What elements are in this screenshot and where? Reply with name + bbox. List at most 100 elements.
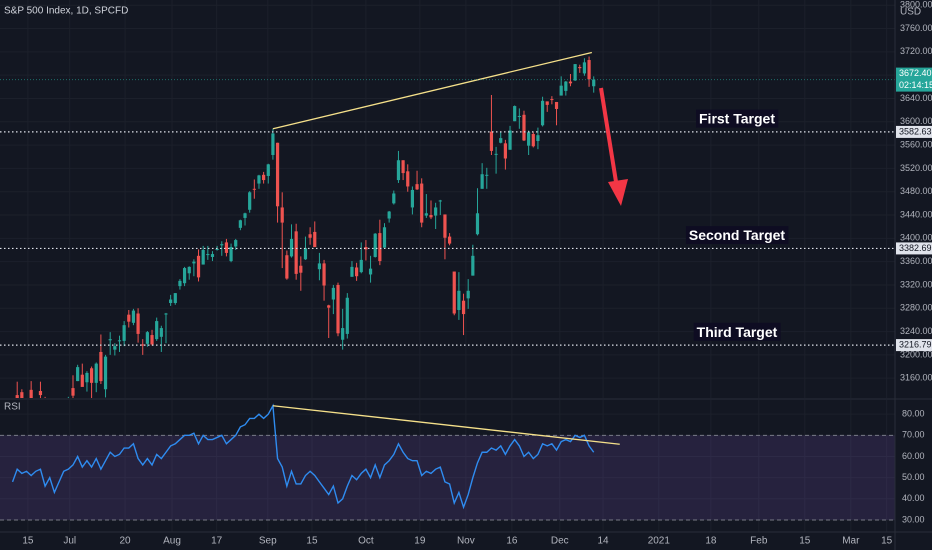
candle-body (359, 259, 363, 273)
candle-body (499, 138, 503, 143)
candle-body (438, 200, 442, 202)
y-tick-label: 3720.00 (900, 46, 932, 56)
candle-body (452, 271, 456, 314)
candle-body (373, 233, 377, 257)
y-tick-label: 3560.00 (900, 139, 932, 149)
candle-body (387, 211, 391, 219)
rsi-tick-label: 80.00 (902, 409, 925, 419)
candle-body (503, 143, 507, 159)
candle-body (573, 64, 577, 81)
candle-body (192, 261, 196, 264)
grid (0, 0, 895, 532)
candle-body (187, 266, 191, 274)
candle-body (392, 193, 396, 204)
rsi-tick-label: 60.00 (902, 451, 925, 461)
candle-body (434, 207, 438, 216)
candle-body (336, 284, 340, 334)
candle-body (466, 290, 470, 299)
candle-body (201, 249, 205, 265)
candle-body (20, 392, 24, 398)
y-tick-label: 3160.00 (900, 373, 932, 383)
candle-body (550, 99, 554, 101)
y-tick-label: 3400.00 (900, 233, 932, 243)
x-tick-label: 15 (22, 536, 34, 547)
y-tick-label: 3240.00 (900, 326, 932, 336)
candle-body (475, 213, 480, 235)
candle-body (564, 81, 568, 91)
candle-body (173, 293, 177, 304)
candle-body (396, 160, 401, 181)
candle-body (71, 388, 75, 396)
candle-body (443, 214, 447, 238)
candle-body (38, 391, 43, 396)
x-tick-label: 17 (211, 536, 223, 547)
candle-body (145, 332, 149, 344)
candle-body (513, 106, 517, 122)
candle-body (210, 254, 215, 257)
candle-body (113, 346, 117, 350)
candle-body (341, 328, 345, 340)
candle-body (587, 60, 591, 80)
target-price-badge (896, 125, 932, 138)
candle-body (480, 174, 484, 189)
candle-body (364, 247, 368, 250)
candle-body (308, 234, 312, 238)
x-tick-label: 14 (597, 536, 609, 547)
candle-body (578, 67, 582, 69)
candle-body (313, 231, 317, 248)
x-tick-label: 15 (881, 536, 893, 547)
candle-body (378, 233, 382, 262)
candle-body (545, 101, 549, 105)
candle-body (271, 133, 275, 156)
candle-body (382, 227, 387, 248)
candle-body (229, 247, 233, 262)
rsi-band (0, 435, 895, 520)
target-price-badge (896, 242, 932, 255)
candle-body (289, 238, 294, 257)
candle-body (155, 321, 159, 340)
candle-body (517, 115, 521, 117)
x-tick-label: 15 (799, 536, 811, 547)
chart-title: S&P 500 Index, 1D, SPCFD (4, 6, 128, 17)
x-tick-label: 19 (414, 536, 426, 547)
candle-body (494, 153, 498, 155)
candle-body (350, 266, 354, 277)
x-tick-label: 16 (506, 536, 518, 547)
target-price: 3582.63 (899, 126, 932, 136)
target-label-bg (693, 322, 781, 341)
candle-body (410, 189, 414, 208)
candle-body (331, 287, 335, 300)
candle-body (540, 100, 545, 126)
y-tick-label: 3200.00 (900, 349, 932, 359)
candle-body (420, 183, 424, 223)
candle-body (559, 85, 563, 96)
candle-body (178, 280, 182, 287)
rsi-tick-label: 40.00 (902, 493, 925, 503)
candle-body (136, 313, 140, 334)
candle-body (527, 132, 531, 146)
candle-body (401, 160, 405, 174)
arrow-head (608, 179, 628, 206)
candle-body (536, 135, 540, 142)
candle-body (531, 134, 535, 147)
candle-body (159, 328, 163, 337)
candle-body (322, 263, 326, 286)
x-tick-label: Feb (750, 536, 768, 547)
candle-body (206, 254, 210, 256)
candle-body (262, 174, 266, 181)
y-tick-label: 3320.00 (900, 279, 932, 289)
x-tick-label: 15 (306, 536, 318, 547)
candle-body (108, 339, 112, 341)
candle-body (238, 220, 242, 228)
candle-body (103, 356, 108, 390)
candle-body (257, 175, 261, 184)
candle-body (89, 368, 94, 383)
target-label-bg (696, 109, 779, 128)
rsi-tick-label: 50.00 (902, 472, 925, 482)
candle-body (285, 255, 289, 279)
candle-body (215, 248, 219, 250)
candle-body (248, 192, 252, 210)
candle-body (568, 81, 573, 84)
